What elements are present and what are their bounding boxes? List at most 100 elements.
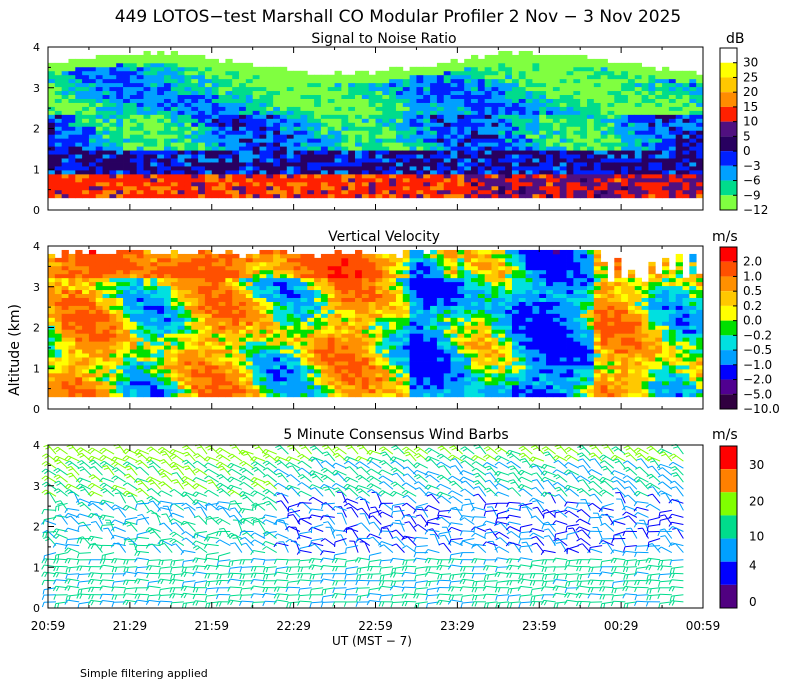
velocity-cell	[259, 392, 267, 398]
snr-cell	[457, 130, 465, 135]
velocity-cell	[320, 265, 329, 271]
snr-cell	[252, 82, 260, 88]
velocity-cell	[184, 273, 192, 279]
snr-cell	[68, 114, 76, 119]
snr-cell	[286, 162, 295, 167]
snr-cell	[136, 173, 144, 179]
velocity-cell	[286, 297, 295, 302]
snr-cell	[259, 74, 267, 80]
snr-cell	[82, 110, 90, 115]
snr-cell	[395, 110, 404, 115]
panel-velocity-units: m/s	[712, 229, 738, 245]
velocity-cell	[279, 297, 288, 302]
snr-cell	[532, 74, 540, 80]
snr-cell	[198, 185, 206, 191]
snr-cell	[88, 66, 97, 72]
velocity-cell	[314, 372, 322, 378]
snr-cell	[341, 90, 349, 96]
snr-cell	[484, 181, 492, 187]
snr-cell	[245, 173, 254, 179]
velocity-cell	[279, 277, 288, 283]
colorbar-swatch	[720, 121, 737, 137]
snr-cell	[525, 154, 533, 159]
snr-cell	[191, 78, 199, 84]
snr-cell	[109, 134, 117, 139]
snr-cell	[395, 126, 404, 131]
snr-cell	[471, 78, 479, 84]
snr-cell	[634, 118, 642, 123]
velocity-cell	[327, 372, 335, 378]
snr-cell	[675, 74, 683, 80]
snr-cell	[614, 122, 622, 127]
snr-cell	[559, 110, 567, 115]
snr-cell	[116, 106, 124, 111]
velocity-cell	[75, 297, 83, 302]
velocity-cell	[68, 313, 76, 318]
velocity-cell	[198, 376, 206, 382]
snr-cell	[409, 130, 417, 135]
snr-cell	[402, 185, 411, 191]
snr-cell	[587, 110, 595, 115]
velocity-cell	[218, 269, 226, 275]
snr-cell	[225, 181, 233, 187]
snr-cell	[395, 86, 404, 92]
velocity-cell	[123, 269, 131, 275]
velocity-cell	[266, 273, 274, 279]
snr-cell	[552, 162, 561, 167]
snr-cell	[75, 154, 83, 159]
snr-cell	[416, 162, 424, 167]
snr-cell	[539, 126, 547, 131]
snr-cell	[116, 166, 124, 171]
velocity-cell	[225, 253, 233, 259]
snr-cell	[129, 177, 138, 183]
snr-cell	[505, 162, 513, 167]
snr-cell	[389, 66, 397, 72]
velocity-cell	[61, 289, 69, 295]
snr-cell	[662, 82, 670, 88]
snr-cell	[518, 138, 526, 143]
snr-cell	[375, 130, 383, 135]
snr-cell	[607, 90, 615, 96]
snr-cell	[54, 150, 63, 155]
velocity-cell	[102, 305, 110, 310]
snr-cell	[655, 102, 663, 107]
velocity-cell	[102, 353, 110, 358]
snr-cell	[259, 66, 267, 72]
snr-cell	[627, 154, 636, 159]
velocity-cell	[102, 341, 110, 346]
velocity-cell	[54, 353, 63, 358]
velocity-cell	[95, 372, 103, 378]
snr-cell	[191, 138, 199, 143]
snr-cell	[123, 118, 131, 123]
snr-cell	[184, 102, 192, 107]
velocity-cell	[129, 305, 138, 310]
velocity-cell	[136, 293, 144, 298]
snr-cell	[607, 62, 615, 68]
velocity-cell	[232, 269, 240, 275]
velocity-cell	[177, 301, 185, 306]
velocity-cell	[204, 273, 213, 279]
velocity-cell	[88, 301, 97, 306]
snr-cell	[587, 98, 595, 103]
snr-cell	[348, 110, 356, 115]
snr-cell	[627, 66, 636, 72]
snr-cell	[505, 106, 513, 111]
snr-cell	[368, 118, 376, 123]
velocity-cell	[320, 309, 329, 314]
velocity-cell	[88, 273, 97, 279]
snr-cell	[320, 138, 329, 143]
snr-cell	[204, 82, 213, 88]
snr-cell	[95, 170, 103, 175]
velocity-cell	[68, 337, 76, 342]
snr-cell	[239, 74, 247, 80]
velocity-cell	[54, 301, 63, 306]
velocity-cell	[54, 265, 63, 271]
velocity-cell	[191, 341, 199, 346]
snr-cell	[436, 66, 445, 72]
snr-cell	[593, 142, 602, 147]
snr-cell	[198, 74, 206, 80]
velocity-cell	[123, 349, 131, 354]
snr-cell	[48, 173, 56, 179]
snr-cell	[355, 98, 363, 103]
velocity-cell	[273, 289, 281, 295]
